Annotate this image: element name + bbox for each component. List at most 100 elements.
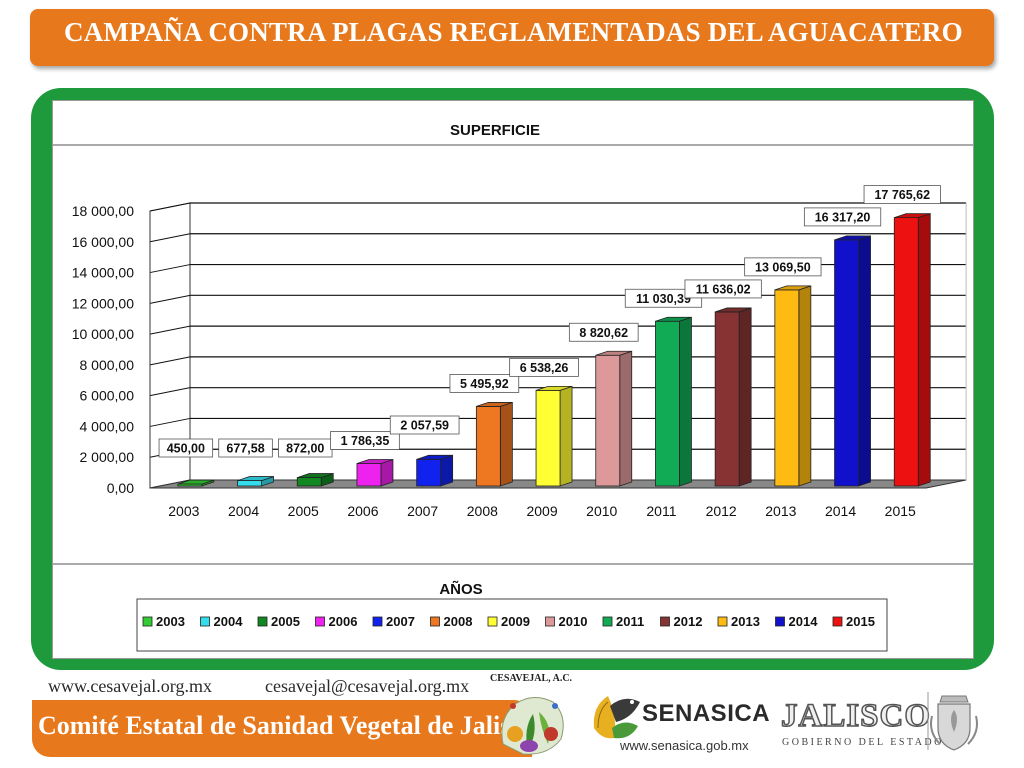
x-tick-label: 2006 xyxy=(347,503,378,519)
footer-email[interactable]: cesavejal@cesavejal.org.mx xyxy=(265,676,470,696)
data-label-text: 1 786,35 xyxy=(341,434,390,448)
legend-swatch xyxy=(372,616,383,627)
bar-top xyxy=(476,402,513,407)
bar xyxy=(535,385,573,487)
data-label: 450,00 xyxy=(158,438,214,458)
bar-top xyxy=(894,213,931,219)
legend-item: 2013 xyxy=(717,614,760,629)
data-label-text: 16 317,20 xyxy=(815,210,871,224)
title-banner: CAMPAÑA CONTRA PLAGAS REGLAMENTADAS DEL … xyxy=(30,9,994,66)
data-label-box xyxy=(803,207,882,227)
gridline-depth xyxy=(149,356,191,366)
data-labels-layer: 450,00 677,58 872,00 1 786,35 2 057,59 5 495,… xyxy=(158,185,941,458)
bar-front xyxy=(356,463,382,487)
legend-label: 2014 xyxy=(789,614,819,629)
data-label: 5 495,92 xyxy=(449,374,520,393)
legend-swatch xyxy=(545,616,555,627)
jalisco-name: JALISCO xyxy=(780,697,932,735)
y-tick-label: 4 000,00 xyxy=(80,418,135,434)
legend-label: 2010 xyxy=(559,614,588,629)
y-tick-label: 16 000,00 xyxy=(72,234,134,250)
jalisco-subtitle: GOBIERNO DEL ESTADO xyxy=(782,737,944,748)
bar xyxy=(416,454,454,487)
data-label-text: 13 069,50 xyxy=(755,260,811,274)
senasica-url[interactable]: www.senasica.gob.mx xyxy=(620,738,749,753)
gridline-depth xyxy=(149,387,191,397)
legend-item: 2009 xyxy=(487,614,530,629)
legend-item: 2003 xyxy=(142,614,185,629)
legend-label: 2013 xyxy=(731,614,760,629)
chart-title: SUPERFICIE xyxy=(450,122,540,139)
bar-side xyxy=(440,454,454,487)
legend-label: 2004 xyxy=(214,614,244,629)
bar-front xyxy=(834,239,859,487)
bar-front xyxy=(416,458,442,487)
data-label-box xyxy=(389,415,460,435)
legend-swatch xyxy=(142,616,153,627)
bar-side xyxy=(380,458,394,487)
bar-side xyxy=(559,385,573,487)
bar xyxy=(475,401,513,487)
bar-top xyxy=(595,350,632,356)
y-tick-label: 12 000,00 xyxy=(72,295,134,311)
data-label-text: 2 057,59 xyxy=(400,419,449,433)
x-tick-label: 2010 xyxy=(586,503,617,519)
committee-banner: Comité Estatal de Sanidad Vegetal de Jal… xyxy=(32,700,535,757)
data-label-text: 450,00 xyxy=(167,442,205,456)
bar-front xyxy=(595,354,621,487)
bar xyxy=(237,476,274,487)
data-label-text: 8 820,62 xyxy=(579,326,628,340)
data-label-box xyxy=(449,374,520,393)
gridline-depth xyxy=(149,233,191,243)
bar xyxy=(296,473,334,487)
data-label-text: 677,58 xyxy=(226,442,264,456)
bar-side xyxy=(917,213,931,487)
bar xyxy=(655,316,692,487)
data-label-text: 6 538,26 xyxy=(520,361,569,375)
legend-swatch xyxy=(717,616,728,627)
gridline-depth xyxy=(149,264,191,274)
legend-item: 2006 xyxy=(315,614,357,629)
x-tick-label: 2007 xyxy=(407,503,438,519)
bar-top xyxy=(655,316,692,322)
x-axis-title: AÑOS xyxy=(439,580,482,598)
legend-item: 2007 xyxy=(372,614,415,629)
legend-item: 2004 xyxy=(200,614,244,629)
data-label-box xyxy=(568,322,639,342)
x-tick-label: 2004 xyxy=(228,503,259,519)
bar-front xyxy=(774,289,800,487)
data-label: 6 538,26 xyxy=(509,357,579,377)
committee-name: Comité Estatal de Sanidad Vegetal de Jal… xyxy=(38,711,535,740)
legend-swatch xyxy=(200,616,210,627)
y-tick-label: 10 000,00 xyxy=(72,326,134,342)
data-label: 872,00 xyxy=(278,438,333,458)
bar-top xyxy=(416,454,453,460)
x-tick-label: 2009 xyxy=(526,503,557,519)
data-label-text: 11 636,02 xyxy=(696,282,751,296)
data-label: 8 820,62 xyxy=(568,322,639,342)
page-title: CAMPAÑA CONTRA PLAGAS REGLAMENTADAS DEL … xyxy=(64,17,963,47)
bar-top xyxy=(237,476,274,481)
legend-item: 2010 xyxy=(545,614,588,629)
data-label: 1 786,35 xyxy=(330,431,400,450)
bar-top xyxy=(535,385,573,391)
bar-top xyxy=(774,285,811,291)
y-tick-label: 2 000,00 xyxy=(80,449,135,465)
footer-website[interactable]: www.cesavejal.org.mx xyxy=(48,676,212,696)
bar-side xyxy=(679,316,692,487)
bar-top xyxy=(834,235,871,241)
y-tick-label: 14 000,00 xyxy=(72,265,134,281)
bar-side xyxy=(738,307,752,487)
data-label: 677,58 xyxy=(218,438,273,458)
bar-top xyxy=(356,459,394,464)
legend-swatch xyxy=(257,616,268,627)
legend-swatch xyxy=(832,616,843,627)
data-label-box xyxy=(158,438,214,458)
data-label-box xyxy=(863,185,941,205)
senasica-logo-icon xyxy=(593,696,640,739)
data-label-text: 872,00 xyxy=(286,442,324,456)
gridline-depth xyxy=(149,325,191,335)
bar-front xyxy=(237,480,262,487)
bar xyxy=(893,213,931,487)
bar-front xyxy=(893,217,919,487)
